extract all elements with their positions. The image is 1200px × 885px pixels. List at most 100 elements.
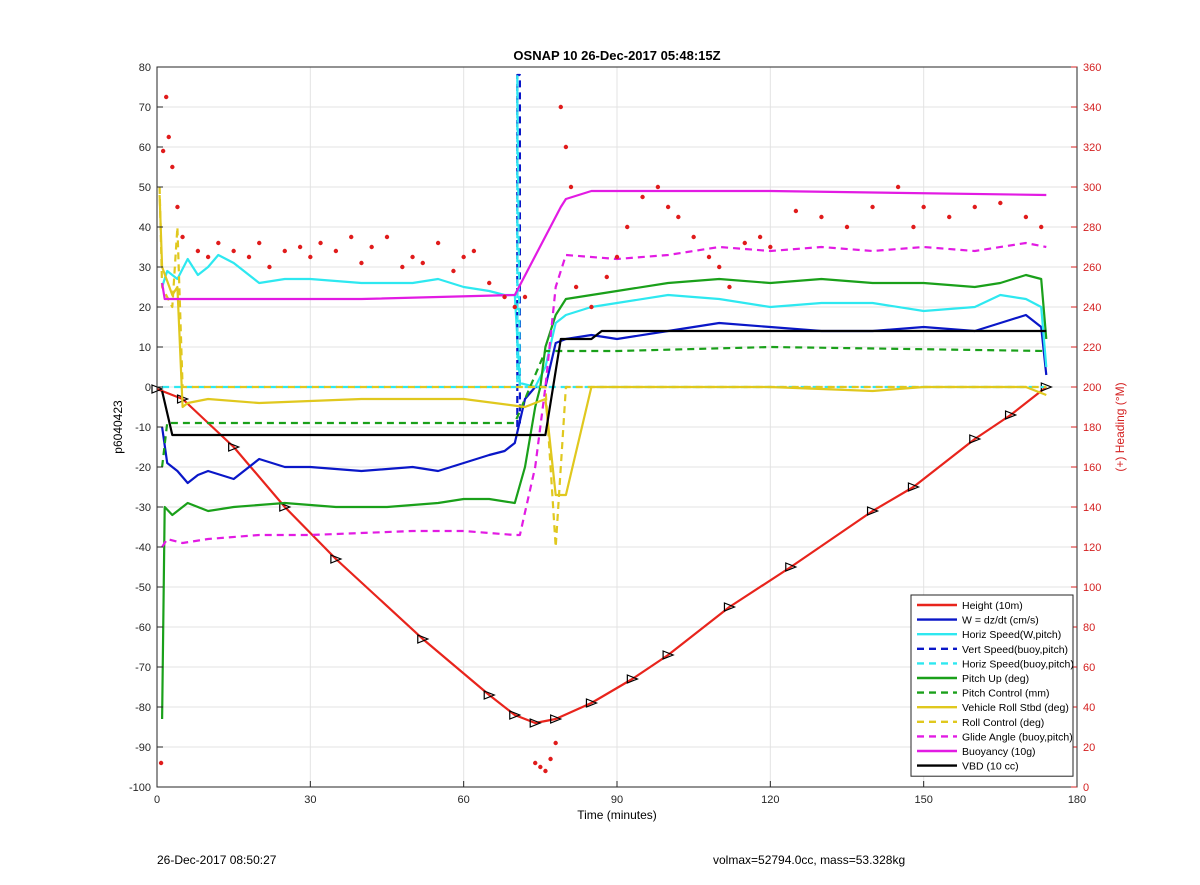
legend-label: Vert Speed(buoy,pitch)	[962, 644, 1068, 656]
x-tick-label: 30	[304, 794, 316, 806]
heading-point	[768, 244, 773, 250]
heading-point	[742, 240, 747, 246]
legend-box	[910, 594, 1074, 777]
y2-tick-label: 140	[1083, 502, 1101, 514]
heading-point	[717, 264, 722, 270]
height-marker	[907, 482, 921, 492]
y2-tick-label: 360	[1083, 62, 1101, 74]
y2-tick-label: 220	[1083, 342, 1101, 354]
height-marker	[529, 718, 542, 728]
height-marker	[417, 634, 430, 644]
x-tick-label: 60	[458, 794, 470, 806]
series-roll-control-deg	[158, 186, 1047, 549]
height-marker	[723, 602, 737, 612]
footer-timestamp: 26-Dec-2017 08:50:27	[157, 853, 277, 867]
y-tick-label: -30	[135, 502, 151, 514]
y2-tick-label: 120	[1083, 542, 1101, 554]
heading-point	[548, 756, 553, 762]
heading-point	[793, 208, 799, 214]
heading-point	[543, 768, 548, 774]
chart-title: OSNAP 10 26-Dec-2017 05:48:15Z	[513, 48, 720, 63]
y-tick-label: -60	[135, 622, 151, 634]
legend-label: Vehicle Roll Stbd (deg)	[962, 702, 1069, 714]
series-line-pitch-up-deg	[161, 273, 1048, 720]
series-line-w-dz-dt-cm-s	[161, 313, 1048, 485]
y2-tick-label: 20	[1083, 742, 1095, 754]
y2-tick-label: 200	[1083, 382, 1101, 394]
heading-point	[246, 254, 252, 260]
heading-point	[216, 240, 221, 246]
heading-point	[158, 760, 164, 766]
height-marker	[866, 506, 880, 516]
legend-label: Horiz Speed(buoy,pitch)	[962, 658, 1074, 670]
y-tick-label: -90	[135, 742, 151, 754]
y2-tick-label: 100	[1083, 582, 1101, 594]
heading-point	[420, 260, 425, 266]
series-buoyancy-10g	[161, 189, 1047, 301]
heading-point	[533, 760, 538, 766]
heading-point	[1039, 224, 1044, 230]
series-heading	[158, 94, 1044, 774]
heading-point	[553, 740, 558, 746]
height-marker	[1004, 410, 1018, 420]
heading-point	[573, 284, 579, 290]
y2-tick-label: 160	[1083, 462, 1101, 474]
legend: Height (10m) W = dz/dt (cm/s) Horiz Speed(…	[910, 594, 1074, 777]
heading-point	[895, 184, 901, 190]
series-line-height-10m	[156, 386, 1047, 725]
footer-vehicle-info: volmax=52794.0cc, mass=53.328kg	[713, 853, 906, 867]
heading-point	[400, 264, 405, 270]
height-marker	[509, 710, 522, 720]
series-vbd-10-cc	[161, 329, 1047, 437]
x-tick-label: 150	[914, 794, 932, 806]
height-marker	[585, 698, 599, 708]
y-tick-label: 10	[139, 342, 151, 354]
heading-point	[604, 274, 609, 280]
height-marker	[626, 674, 639, 684]
heading-point	[676, 214, 681, 220]
heading-point	[640, 194, 645, 200]
heading-point	[308, 254, 313, 260]
heading-point	[727, 284, 732, 290]
heading-point	[166, 134, 171, 140]
legend-label: Roll Control (deg)	[962, 717, 1044, 729]
y-tick-label: 60	[139, 142, 151, 154]
heading-point	[282, 248, 287, 254]
heading-point	[164, 94, 169, 100]
x-tick-label: 120	[761, 794, 779, 806]
heading-point	[691, 234, 696, 240]
y2-tick-label: 0	[1083, 782, 1089, 794]
x-tick-label: 90	[611, 794, 623, 806]
x-tick-label: 0	[154, 794, 160, 806]
ticks-layer: 0 30 60 90 120 150 180-100-90-80-70-60-50-40-3…	[129, 62, 1101, 806]
y-tick-label: 20	[139, 302, 151, 314]
heading-point	[911, 224, 916, 230]
y-tick-label: 40	[139, 222, 151, 234]
heading-point	[844, 224, 850, 230]
heading-point	[921, 204, 926, 210]
legend-label: Buoyancy (10g)	[962, 746, 1036, 758]
heading-point	[170, 164, 175, 170]
heading-point	[471, 248, 477, 254]
y-tick-label: 0	[145, 382, 151, 394]
y-tick-label: -80	[135, 702, 151, 714]
y2-tick-label: 240	[1083, 302, 1101, 314]
heading-point	[625, 224, 630, 230]
series-line-vert-speed-buoy-pitch	[516, 73, 522, 427]
heading-point	[972, 204, 977, 210]
heading-point	[175, 204, 180, 210]
y2-tick-label: 320	[1083, 142, 1101, 154]
height-marker	[969, 434, 982, 444]
heading-point	[410, 254, 415, 260]
y2-tick-label: 40	[1083, 702, 1095, 714]
height-marker	[785, 562, 798, 572]
heading-point	[870, 204, 875, 210]
height-marker	[228, 442, 241, 452]
series-line-buoyancy-10g	[161, 189, 1047, 301]
y2-tick-label: 300	[1083, 182, 1101, 194]
heading-point	[451, 268, 456, 274]
height-marker	[662, 650, 675, 660]
y-tick-label: 70	[139, 102, 151, 114]
y2-tick-label: 80	[1083, 622, 1095, 634]
